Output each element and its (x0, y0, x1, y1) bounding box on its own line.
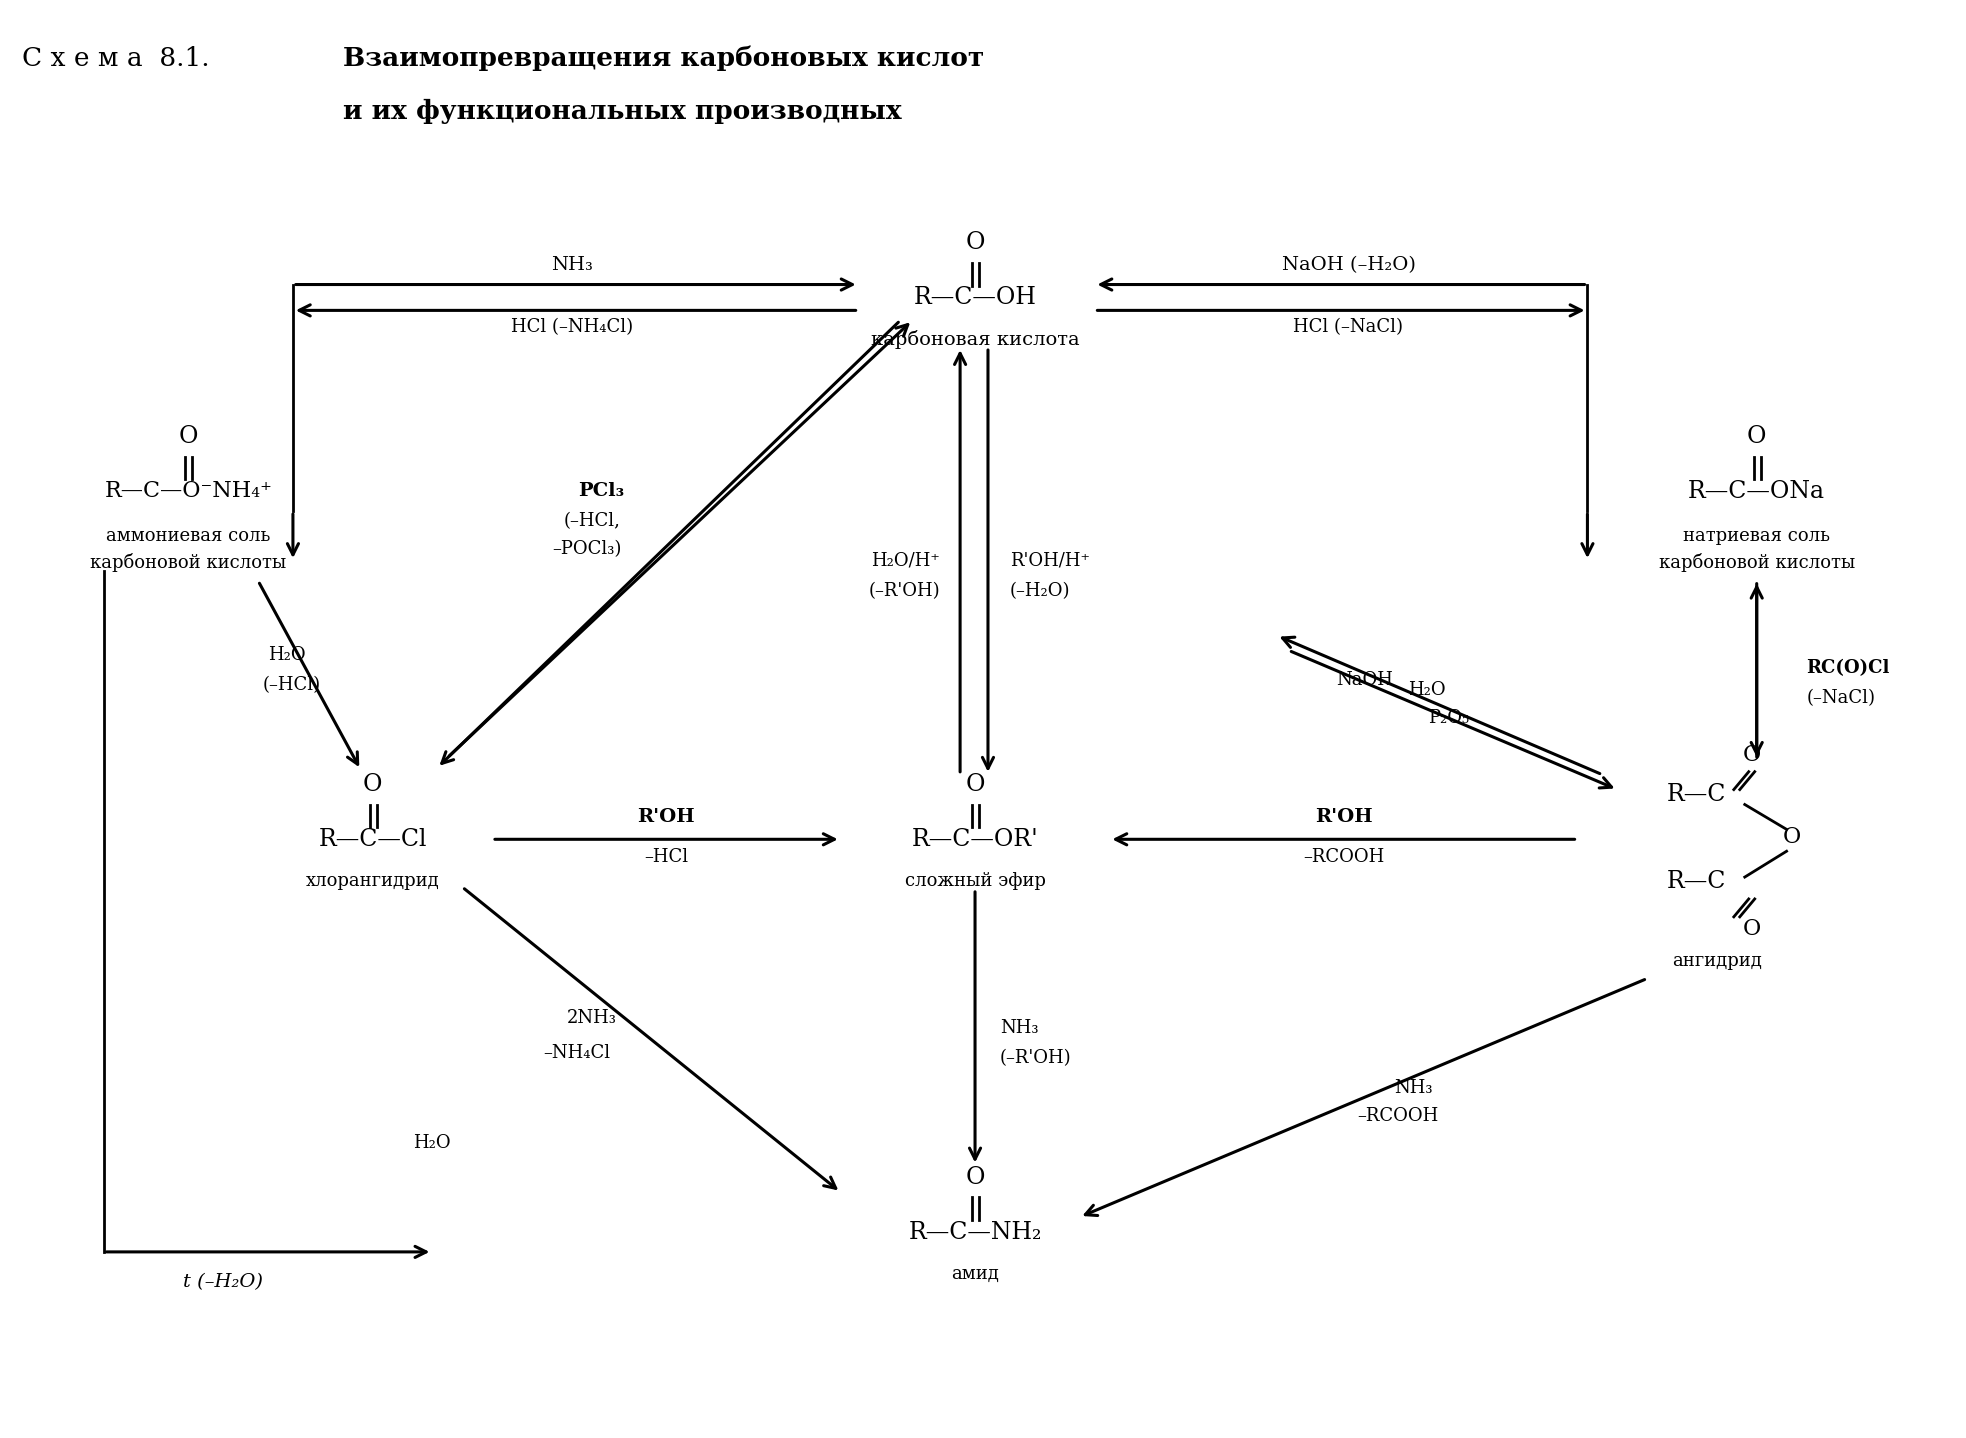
Text: карбоновая кислота: карбоновая кислота (871, 329, 1079, 348)
Text: (–HCl,: (–HCl, (562, 512, 619, 531)
Text: карбоновой кислоты: карбоновой кислоты (90, 554, 287, 572)
Text: NaOH: NaOH (1337, 672, 1394, 689)
Text: хлорангидрид: хлорангидрид (307, 871, 440, 890)
Text: R—C—ONa: R—C—ONa (1689, 480, 1824, 503)
Text: R—C—OH: R—C—OH (914, 286, 1036, 309)
Text: R—C: R—C (1667, 784, 1726, 807)
Text: R—C—OR': R—C—OR' (912, 828, 1038, 851)
Text: 2NH₃: 2NH₃ (566, 1009, 617, 1027)
Text: O: O (965, 1166, 985, 1189)
Text: (–H₂O): (–H₂O) (1011, 582, 1070, 600)
Text: H₂O: H₂O (413, 1133, 450, 1152)
Text: –RCOOH: –RCOOH (1359, 1107, 1439, 1125)
Text: R'OH/H⁺: R'OH/H⁺ (1011, 552, 1089, 569)
Text: O: O (965, 774, 985, 797)
Text: NaOH (–H₂O): NaOH (–H₂O) (1282, 256, 1416, 273)
Text: O: O (1783, 827, 1801, 848)
Text: карбоновой кислоты: карбоновой кислоты (1659, 554, 1854, 572)
Text: R—C: R—C (1667, 870, 1726, 893)
Text: O: O (1742, 917, 1762, 940)
Text: HCl (–NaCl): HCl (–NaCl) (1294, 318, 1404, 336)
Text: –NH₄Cl: –NH₄Cl (543, 1044, 609, 1063)
Text: R—C—O⁻NH₄⁺: R—C—O⁻NH₄⁺ (104, 480, 273, 502)
Text: аммониевая соль: аммониевая соль (106, 528, 271, 545)
Text: R'OH: R'OH (637, 808, 696, 827)
Text: (–HCl): (–HCl) (263, 676, 320, 695)
Text: –HCl: –HCl (645, 848, 688, 866)
Text: натриевая соль: натриевая соль (1683, 528, 1830, 545)
Text: O: O (965, 232, 985, 255)
Text: R—C—NH₂: R—C—NH₂ (908, 1221, 1042, 1244)
Text: –RCOOH: –RCOOH (1303, 848, 1384, 866)
Text: NH₃: NH₃ (1001, 1020, 1038, 1037)
Text: HCl (–NH₄Cl): HCl (–NH₄Cl) (511, 318, 633, 336)
Text: RC(O)Cl: RC(O)Cl (1807, 659, 1889, 677)
Text: –POCl₃): –POCl₃) (552, 541, 621, 558)
Text: Взаимопревращения карбоновых кислот: Взаимопревращения карбоновых кислот (342, 46, 983, 72)
Text: O: O (364, 774, 381, 797)
Text: t (–H₂O): t (–H₂O) (183, 1273, 263, 1291)
Text: и их функциональных производных: и их функциональных производных (342, 99, 900, 124)
Text: ангидрид: ангидрид (1671, 952, 1762, 969)
Text: H₂O/H⁺: H₂O/H⁺ (871, 552, 940, 569)
Text: сложный эфир: сложный эфир (904, 871, 1046, 890)
Text: амид: амид (952, 1265, 999, 1283)
Text: H₂O: H₂O (267, 646, 305, 664)
Text: R'OH: R'OH (1315, 808, 1372, 827)
Text: R—C—Cl: R—C—Cl (318, 828, 427, 851)
Text: (–R'OH): (–R'OH) (1001, 1050, 1071, 1067)
Text: С х е м а  8.1.: С х е м а 8.1. (22, 46, 210, 70)
Text: O: O (1742, 743, 1762, 766)
Text: (–R'OH): (–R'OH) (869, 582, 940, 600)
Text: (–NaCl): (–NaCl) (1807, 689, 1876, 707)
Text: PCl₃: PCl₃ (578, 482, 625, 500)
Text: H₂O: H₂O (1408, 682, 1445, 699)
Text: O: O (179, 426, 199, 449)
Text: NH₃: NH₃ (1394, 1078, 1433, 1097)
Text: O: O (1748, 426, 1767, 449)
Text: P₂O₅: P₂O₅ (1427, 709, 1469, 728)
Text: NH₃: NH₃ (550, 256, 592, 273)
